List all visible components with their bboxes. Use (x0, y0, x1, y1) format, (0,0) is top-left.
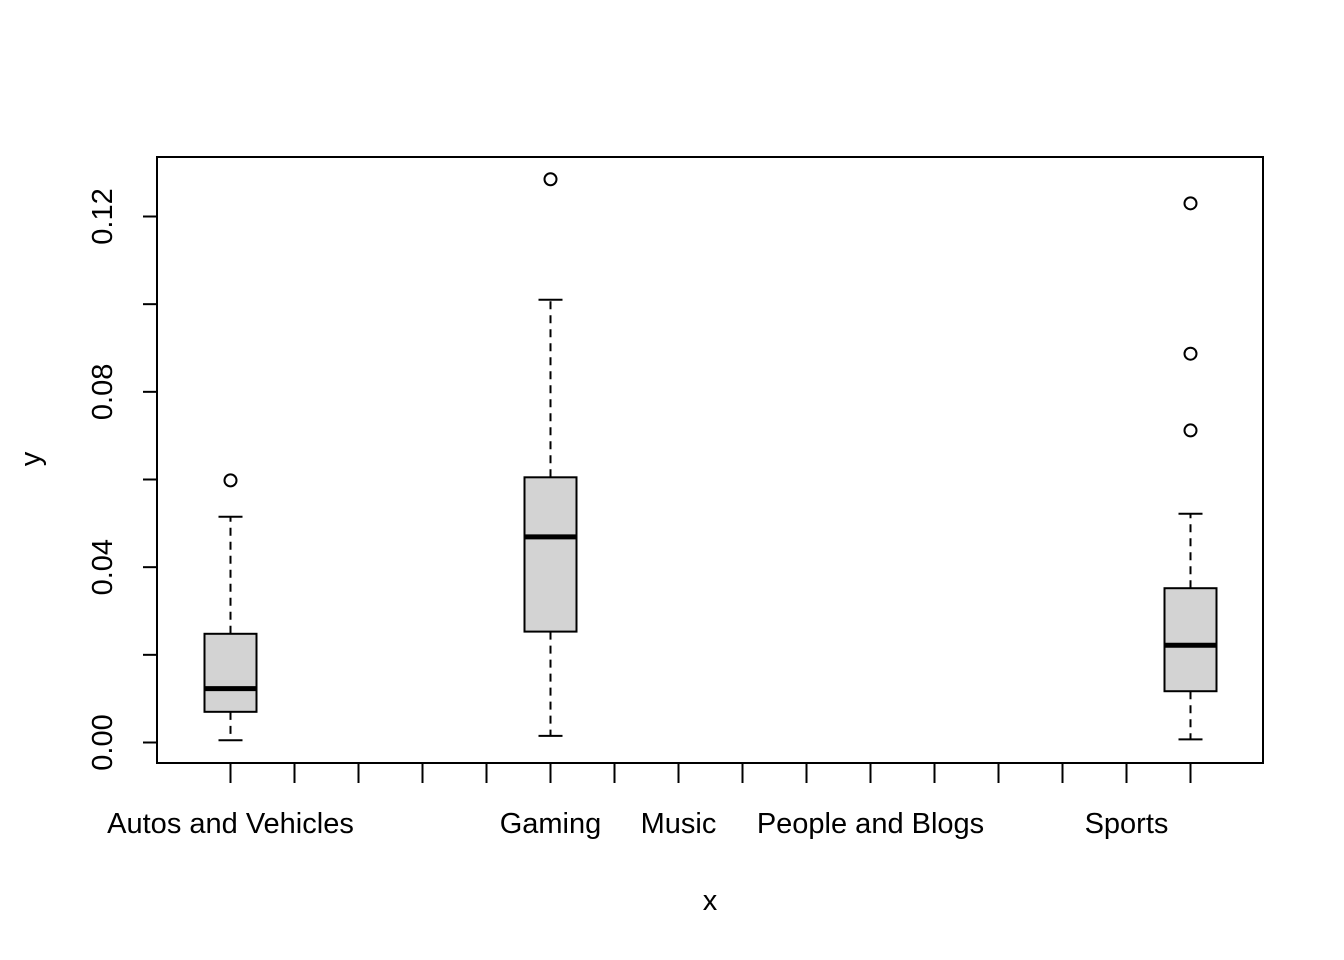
box-group (1163, 196, 1218, 741)
y-tick-label: 0.12 (87, 188, 119, 244)
x-tick-label: People and Blogs (757, 808, 984, 840)
outlier-point (223, 473, 238, 488)
box-group (523, 172, 578, 737)
plot-frame (156, 156, 1264, 764)
boxes-layer (203, 172, 1218, 742)
x-axis-title: x (703, 885, 718, 917)
x-tick-label: Sports (1085, 808, 1169, 840)
y-tick-label: 0.04 (87, 539, 119, 595)
x-tick-label: Gaming (500, 808, 602, 840)
y-axis-title: y (15, 451, 47, 466)
box-iqr (203, 632, 258, 713)
y-axis: 0.00 0.04 0.08 0.12 (87, 188, 157, 771)
outlier-point (543, 172, 558, 187)
outlier-point (1183, 196, 1198, 211)
box-group (203, 473, 258, 742)
box-iqr (523, 476, 578, 633)
outlier-point (1183, 423, 1198, 438)
y-tick-label: 0.00 (87, 714, 119, 770)
outlier-point (1183, 346, 1198, 361)
x-tick-label: Music (641, 808, 717, 840)
y-tick-label: 0.08 (87, 364, 119, 420)
x-axis: Autos and Vehicles Gaming Music People and … (107, 763, 1192, 840)
x-tick-label: Autos and Vehicles (107, 808, 354, 840)
box-iqr (1163, 587, 1218, 693)
